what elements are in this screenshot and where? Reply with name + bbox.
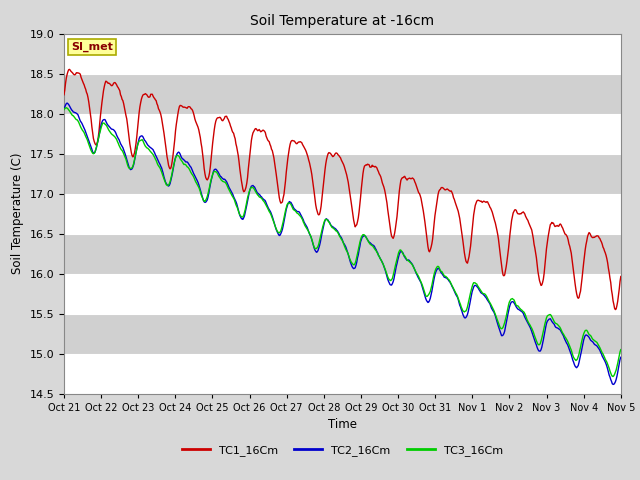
Y-axis label: Soil Temperature (C): Soil Temperature (C): [11, 153, 24, 275]
Bar: [64, 193, 621, 234]
Title: Soil Temperature at -16cm: Soil Temperature at -16cm: [250, 14, 435, 28]
Bar: [64, 154, 621, 193]
Bar: [64, 114, 621, 154]
Bar: [64, 313, 621, 354]
Text: SI_met: SI_met: [71, 42, 113, 52]
X-axis label: Time: Time: [328, 418, 357, 431]
Bar: [64, 234, 621, 274]
Bar: [64, 34, 621, 73]
Bar: [64, 354, 621, 394]
Legend: TC1_16Cm, TC2_16Cm, TC3_16Cm: TC1_16Cm, TC2_16Cm, TC3_16Cm: [177, 440, 508, 460]
Bar: [64, 274, 621, 313]
Bar: [64, 73, 621, 114]
